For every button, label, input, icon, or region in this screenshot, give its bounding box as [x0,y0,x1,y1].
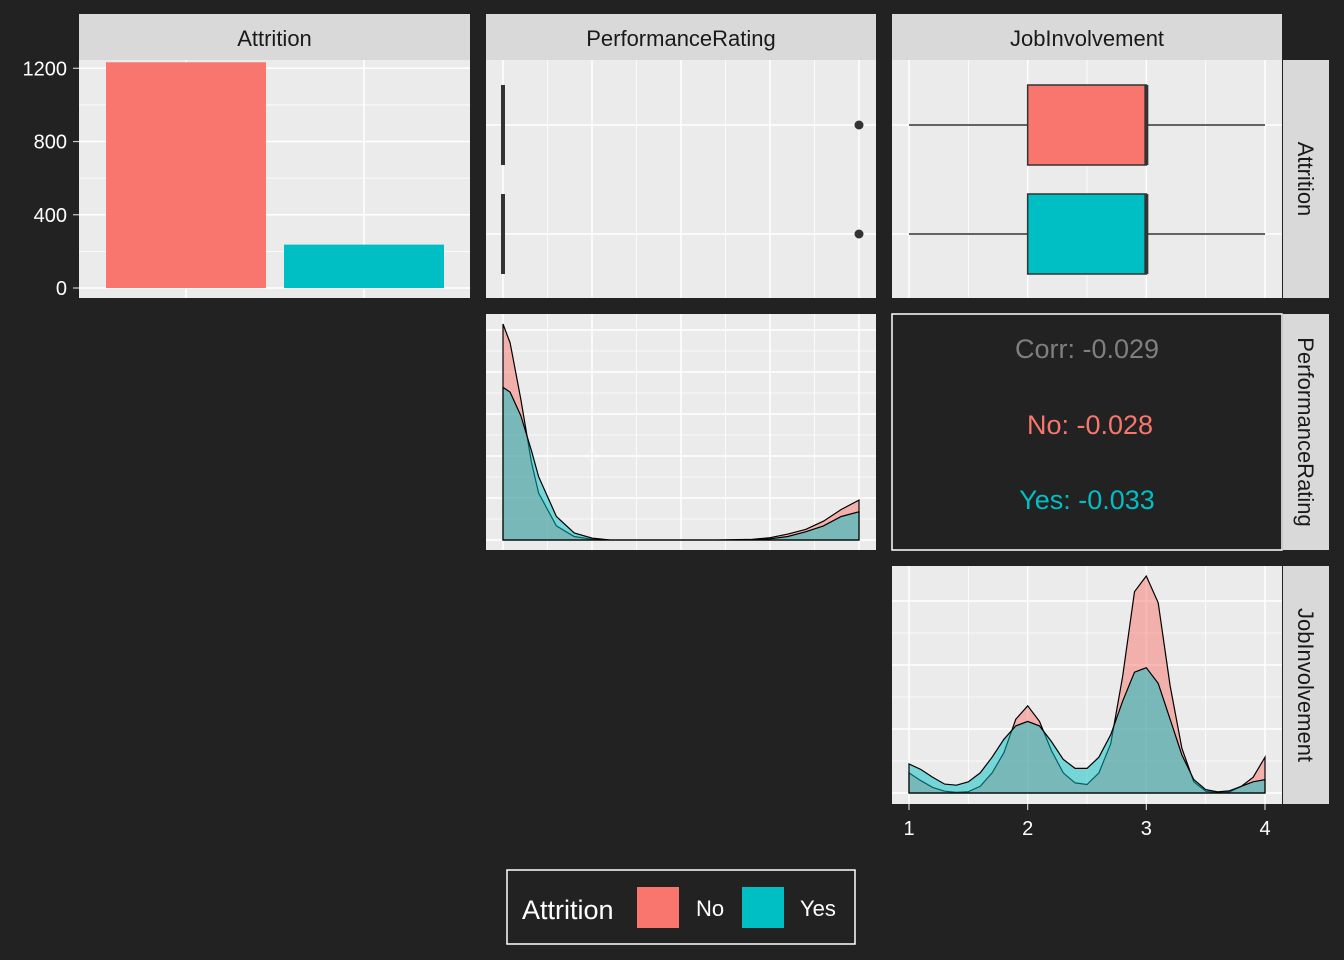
x-tick-label: 3 [1141,818,1152,840]
panel-attrition-bar: 0 400 800 1200 [23,58,470,300]
col-strip-label: PerformanceRating [586,26,776,51]
bar-yes [284,244,444,288]
corr-yes: Yes: -0.033 [1019,485,1155,515]
col-strip-performance-rating: PerformanceRating [486,14,876,60]
col-strip-job-involvement: JobInvolvement [892,14,1282,60]
col-strip-attrition: Attrition [79,14,470,60]
panel-background [891,313,1283,551]
box-no [1026,84,1148,166]
outlier-point [854,229,864,239]
col-strip-label: JobInvolvement [1010,26,1164,51]
x-tick-label: 2 [1022,818,1033,840]
density-area-yes [502,386,860,541]
legend-key-no [637,887,679,928]
row-strip-label: PerformanceRating [1293,337,1318,527]
outlier-point [854,120,864,130]
row-strip-attrition: Attrition [1283,60,1329,298]
x-tick-label: 4 [1259,818,1270,840]
legend: Attrition No Yes [506,869,856,945]
box-no [501,85,505,165]
legend-label-yes: Yes [800,896,836,921]
corr-overall: Corr: -0.029 [1015,334,1159,364]
panel-job-involvement-boxplot [892,60,1282,298]
y-tick-label: 800 [34,132,67,154]
legend-label-no: No [696,896,724,921]
box-yes [1026,193,1148,275]
box-yes [501,194,505,274]
bar-no [106,62,266,288]
panel-performance-rating-density [486,314,876,550]
panel-correlation: Corr: -0.029 No: -0.028 Yes: -0.033 [891,313,1283,551]
legend-box [506,869,856,945]
density-area-yes [908,666,1266,794]
panel-performance-rating-boxplot [486,60,876,298]
panel-job-involvement-density: 1 2 3 4 [892,566,1282,840]
row-strip-job-involvement: JobInvolvement [1283,566,1329,804]
y-tick-label: 400 [34,205,67,227]
row-strip-performance-rating: PerformanceRating [1283,314,1329,550]
x-tick-label: 1 [903,818,914,840]
corr-no: No: -0.028 [1027,410,1153,440]
row-strip-label: JobInvolvement [1293,608,1318,762]
y-tick-label: 0 [56,278,67,300]
row-strip-label: Attrition [1293,142,1318,217]
y-tick-label: 1200 [23,58,68,80]
col-strip-label: Attrition [237,26,312,51]
legend-key-yes [742,887,784,928]
legend-title: Attrition [522,895,614,925]
